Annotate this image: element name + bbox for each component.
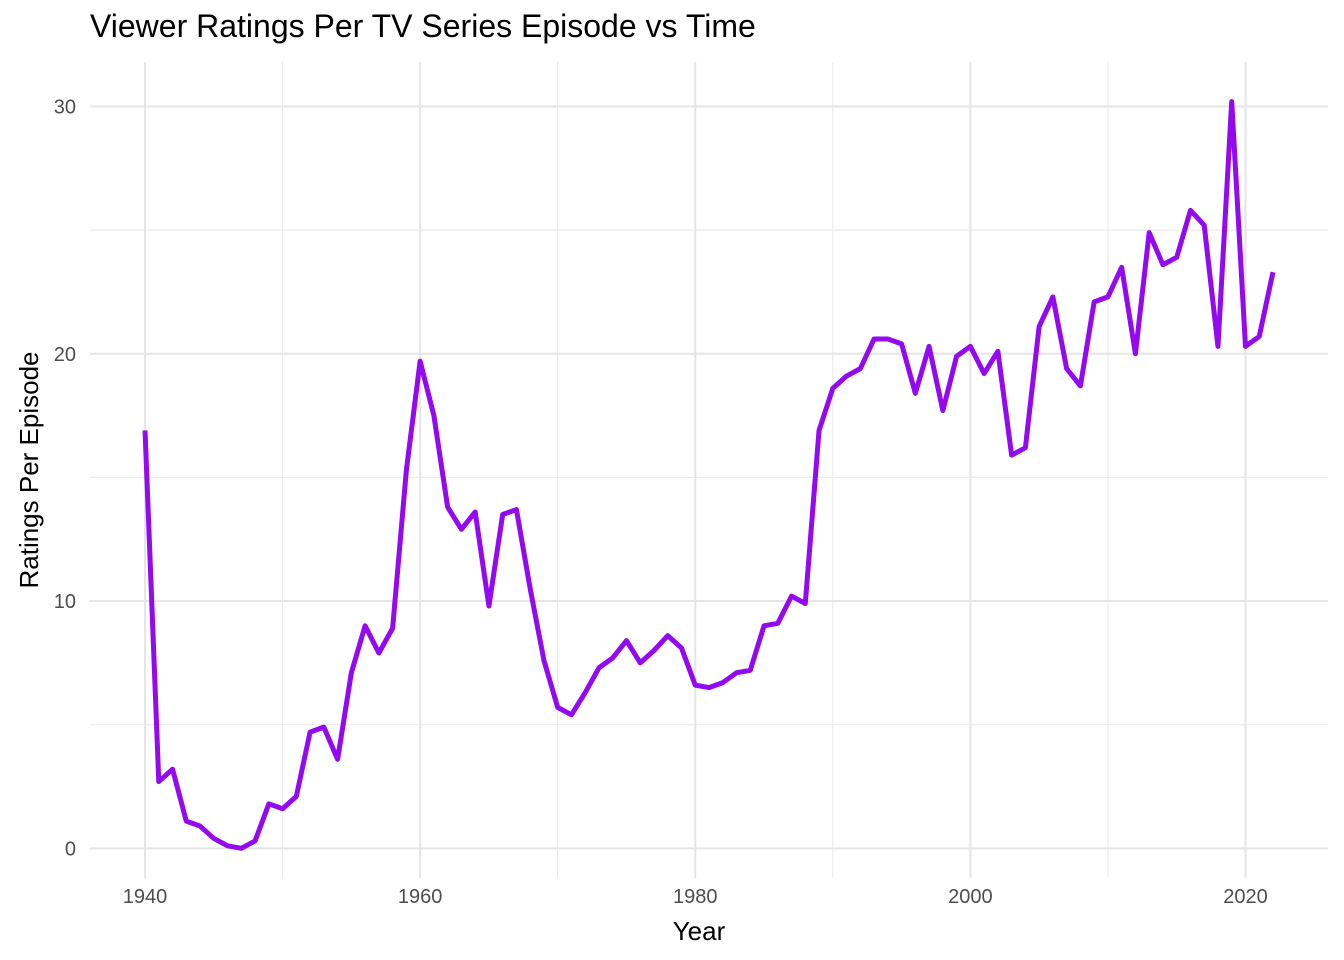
x-tick-label: 1980: [673, 886, 718, 908]
ratings-series-line: [142, 99, 1276, 851]
major-gridlines: [90, 62, 1328, 878]
minor-gridlines: [90, 62, 1328, 878]
y-axis-tick-labels: 0 10 20 30: [54, 97, 76, 861]
y-tick-label: 20: [54, 344, 76, 366]
x-tick-label: 2000: [948, 886, 993, 908]
x-axis-title: Year: [673, 916, 726, 946]
y-tick-label: 0: [65, 838, 76, 860]
x-tick-label: 2020: [1223, 886, 1268, 908]
x-tick-label: 1960: [398, 886, 443, 908]
y-tick-label: 10: [54, 591, 76, 613]
y-tick-label: 30: [54, 97, 76, 119]
chart-title: Viewer Ratings Per TV Series Episode vs …: [90, 8, 756, 44]
x-axis-tick-labels: 1940 1960 1980 2000 2020: [123, 886, 1268, 908]
x-tick-label: 1940: [123, 886, 168, 908]
y-axis-title: Ratings Per Episode: [14, 351, 44, 588]
